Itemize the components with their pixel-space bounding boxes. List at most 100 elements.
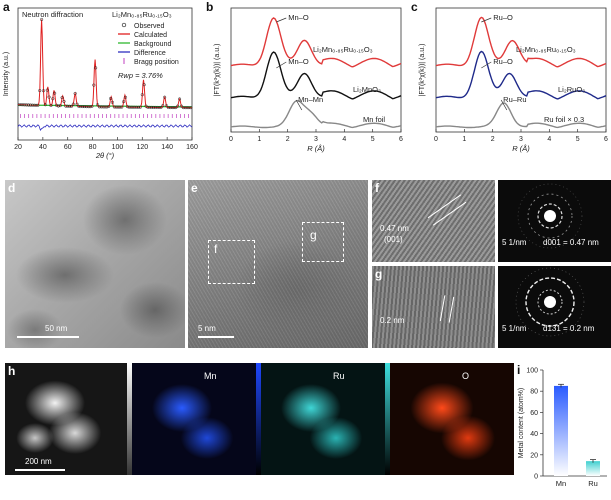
region-box-g bbox=[302, 222, 344, 262]
annotation-arrow-b bbox=[276, 17, 287, 23]
x-tick-label-a: 140 bbox=[161, 144, 173, 151]
observed-point-a bbox=[45, 88, 49, 92]
formula-a: Li₂Mn₀.₈₅Ru₀.₁₅O₃ bbox=[112, 10, 172, 19]
observed-point-a bbox=[99, 105, 103, 109]
observed-point-a bbox=[110, 100, 115, 104]
annotation-c: Ru–O bbox=[493, 57, 513, 66]
eds-label-o: O bbox=[462, 371, 470, 381]
region-box-g-label: g bbox=[310, 228, 317, 242]
observed-point-a bbox=[82, 105, 87, 109]
observed-point-a bbox=[66, 104, 70, 108]
series-label-b-1: Li₂MnO₃ bbox=[353, 85, 381, 94]
observed-point-a bbox=[116, 105, 120, 109]
scale-bar-e bbox=[198, 336, 234, 338]
rwp-label-a: Rwp = 3.76% bbox=[118, 71, 163, 80]
observed-point-a bbox=[77, 104, 81, 109]
observed-point-a bbox=[17, 103, 21, 107]
observed-point-a bbox=[164, 104, 169, 108]
x-tick-label-a: 80 bbox=[89, 144, 97, 151]
observed-point-a bbox=[79, 104, 83, 109]
y-axis-label-b: |FT(k³χ(k))| (a.u.) bbox=[214, 44, 221, 97]
scale-bar-label-e: 5 nm bbox=[198, 324, 216, 333]
saed-pattern-2: 5 1/nm d131 = 0.2 nm bbox=[498, 266, 611, 348]
observed-point-a bbox=[172, 106, 176, 110]
saed-d-spacing-2: d131 = 0.2 nm bbox=[543, 324, 595, 333]
observed-point-a bbox=[101, 105, 105, 109]
eds-map-o: O bbox=[390, 363, 514, 475]
saed-scale-1: 5 1/nm bbox=[502, 238, 527, 247]
series-label-c-0: Li₂Mn₀.₈₅Ru₀.₁₅O₃ bbox=[516, 45, 576, 54]
x-tick-label-c: 1 bbox=[462, 136, 466, 143]
saed-d-spacing-1: d001 = 0.47 nm bbox=[543, 238, 599, 247]
observed-point-a bbox=[36, 103, 40, 107]
observed-point-a bbox=[40, 17, 44, 22]
x-tick-label-c: 0 bbox=[434, 136, 438, 143]
region-box-f-label: f bbox=[214, 242, 218, 256]
observed-point-a bbox=[51, 97, 55, 101]
observed-point-a bbox=[73, 91, 77, 96]
x-axis-label-b: R (Å) bbox=[307, 144, 325, 153]
observed-point-a bbox=[129, 105, 133, 109]
observed-point-a bbox=[112, 105, 116, 109]
observed-point-a bbox=[25, 103, 29, 107]
plot-frame-b bbox=[230, 7, 402, 133]
diffraction-chart: 20 40 60 80 100 120 140 160 2θ (°) Intensity (a.u… bbox=[3, 7, 198, 160]
haadf-colorbar bbox=[127, 363, 132, 475]
panel-a: a 20 40 60 80 100 120 140 160 2θ (°) Intensity (a… bbox=[0, 0, 200, 160]
observed-point-a bbox=[53, 91, 57, 95]
y-axis-label-c: |FT(k³χ(k))| (a.u.) bbox=[419, 44, 426, 97]
observed-point-a bbox=[142, 83, 146, 87]
eds-label-mn: Mn bbox=[204, 371, 217, 381]
observed-point-a bbox=[155, 105, 159, 110]
observed-point-a bbox=[189, 106, 193, 110]
annotation-c: Ru–Ru bbox=[503, 95, 526, 104]
scale-bar-h bbox=[15, 469, 65, 471]
observed-point-a bbox=[107, 104, 111, 109]
panel-b: b 0 1 2 3 4 5 6 R (Å) |FT(k³χ(k))| (a.u.) Li₂Mn₀.… bbox=[203, 0, 408, 160]
observed-point-a bbox=[176, 104, 180, 108]
y-axis-label-i: Metal content (atom%) bbox=[518, 388, 525, 458]
observed-point-a bbox=[38, 89, 42, 93]
series-label-b-0: Li₂Mn₀.₈₅Ru₀.₁₅O₃ bbox=[313, 45, 373, 54]
observed-point-a bbox=[151, 105, 156, 109]
observed-point-a bbox=[161, 104, 165, 108]
annotation-b: Mn–O bbox=[288, 57, 309, 66]
x-tick-label-b: 0 bbox=[229, 136, 233, 143]
annotation-c: Ru–O bbox=[493, 13, 513, 22]
observed-point-a bbox=[34, 103, 38, 107]
x-tick-label-a: 20 bbox=[14, 144, 22, 151]
difference-line-a bbox=[17, 124, 193, 132]
x-tick-label-b: 4 bbox=[342, 136, 346, 143]
observed-point-a bbox=[23, 103, 27, 107]
observed-point-a bbox=[32, 103, 36, 107]
observed-point-a bbox=[54, 103, 59, 107]
observed-point-a bbox=[123, 95, 128, 99]
x-tick-label-b: 3 bbox=[314, 136, 318, 143]
saed-rings-1 bbox=[517, 183, 583, 249]
observed-point-a bbox=[64, 104, 68, 108]
legend-label-a: Observed bbox=[134, 23, 164, 30]
panel-label-h: h bbox=[8, 364, 16, 378]
observed-point-a bbox=[174, 106, 178, 110]
scale-bar-d bbox=[17, 336, 79, 338]
observed-point-a bbox=[133, 105, 137, 109]
observed-point-a bbox=[166, 105, 170, 110]
legend-label-a: Bragg position bbox=[134, 59, 179, 66]
annotation-arrow-c bbox=[481, 17, 492, 23]
observed-point-a bbox=[118, 105, 122, 109]
y-tick-label-i: 60 bbox=[530, 410, 538, 417]
series-line-b-0 bbox=[230, 17, 402, 68]
y-axis-label-a: Intensity (a.u.) bbox=[3, 52, 10, 96]
panel-f-hrtem-zoom: f 0.47 nm (001) bbox=[372, 180, 495, 262]
x-tick-label-a: 100 bbox=[112, 144, 124, 151]
eds-label-ru: Ru bbox=[333, 371, 345, 381]
observed-point-a bbox=[150, 105, 154, 109]
observed-point-a bbox=[47, 95, 51, 99]
observed-point-a bbox=[103, 105, 107, 109]
legend-label-a: Background bbox=[134, 41, 171, 48]
series-line-c-0 bbox=[435, 16, 607, 68]
exafs-mn-chart: 0 1 2 3 4 5 6 R (Å) |FT(k³χ(k))| (a.u.) Li₂Mn₀.₈₅… bbox=[214, 7, 403, 153]
panel-label-a: a bbox=[3, 0, 10, 14]
observed-point-a bbox=[68, 104, 72, 108]
series-line-c-1 bbox=[435, 50, 607, 100]
